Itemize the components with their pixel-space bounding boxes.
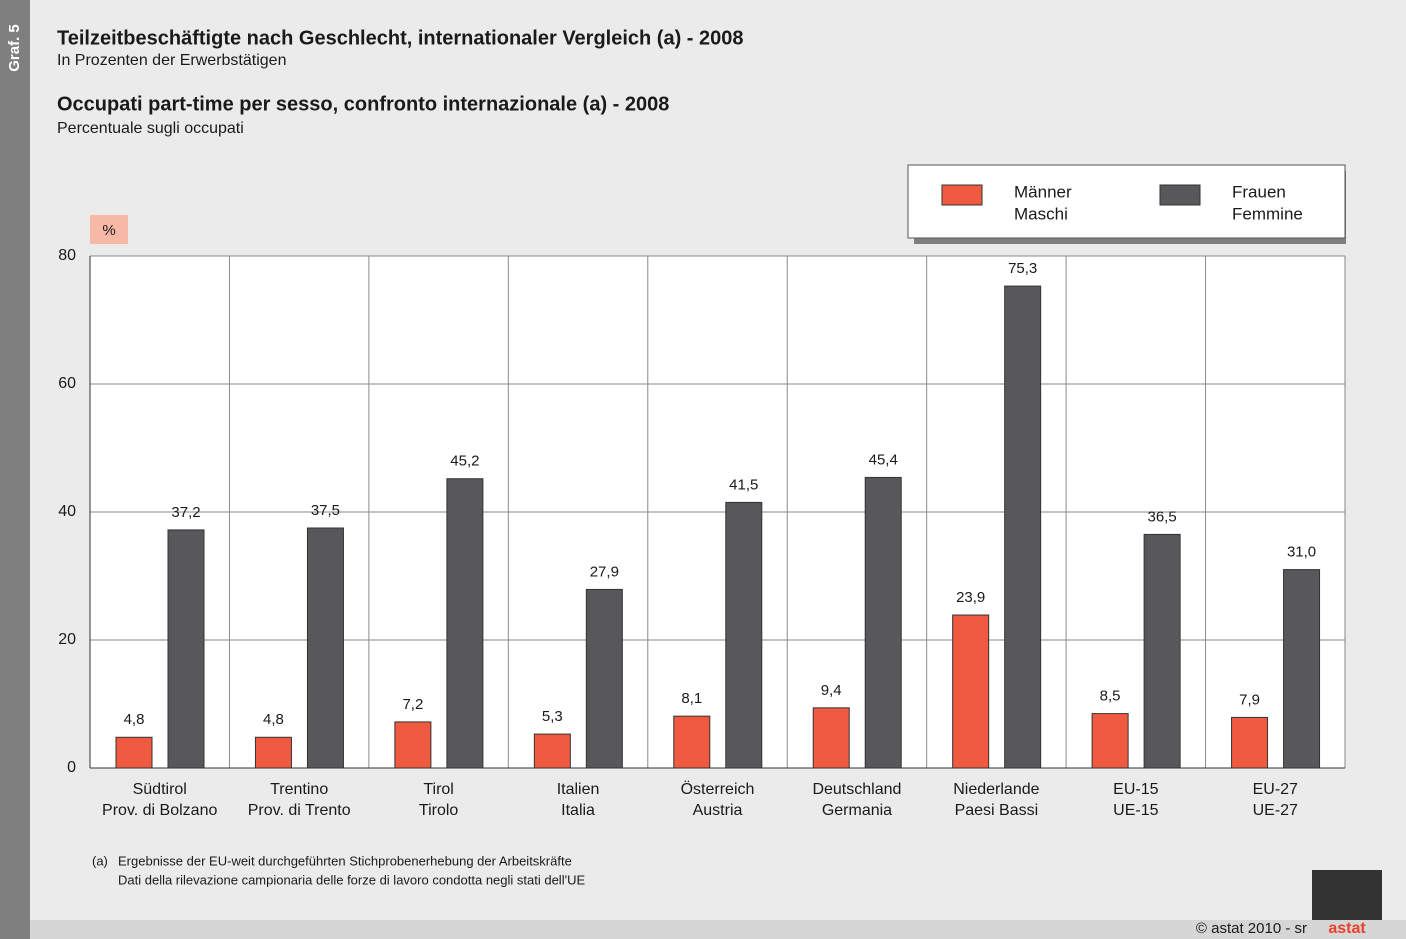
- bar: [725, 501, 763, 769]
- data-label: 31,0: [1287, 544, 1316, 561]
- x-tick-label: EU-27: [1253, 781, 1298, 798]
- bar: [585, 588, 623, 769]
- x-tick-label: UE-27: [1253, 802, 1298, 819]
- bar: [533, 733, 571, 769]
- data-label: 5,3: [542, 708, 563, 725]
- bar: [254, 736, 292, 769]
- bar: [812, 707, 850, 769]
- bar: [306, 527, 344, 769]
- sidebar: [0, 0, 30, 939]
- bar: [446, 478, 484, 769]
- data-label: 8,5: [1100, 688, 1121, 705]
- bar: [115, 736, 153, 769]
- chart-subtitle: Percentuale sugli occupati: [57, 120, 244, 137]
- data-label: 75,3: [1008, 260, 1037, 277]
- y-tick-label: 80: [58, 247, 76, 264]
- x-tick-label: Trentino: [270, 781, 328, 798]
- bar: [1091, 713, 1129, 769]
- data-label: 7,9: [1239, 691, 1260, 708]
- bar: [673, 715, 711, 769]
- footer-band: [30, 920, 1406, 939]
- legend-swatch: [941, 184, 983, 206]
- data-label: 7,2: [402, 696, 423, 713]
- y-axis-label: %: [102, 222, 115, 239]
- x-tick-label: Italien: [557, 781, 600, 798]
- data-label: 36,5: [1148, 508, 1177, 525]
- bar: [1143, 533, 1181, 769]
- y-tick-label: 60: [58, 375, 76, 392]
- data-label: 45,4: [869, 451, 898, 468]
- x-tick-label: Tirol: [423, 781, 454, 798]
- bar: [1231, 716, 1269, 769]
- bar: [394, 721, 432, 769]
- x-tick-label: Austria: [693, 802, 743, 819]
- x-tick-label: Prov. di Bolzano: [102, 802, 217, 819]
- logo: astat: [1328, 920, 1366, 937]
- logo-icon: [1312, 870, 1382, 920]
- data-label: 45,2: [450, 453, 479, 470]
- x-tick-label: Germania: [822, 802, 892, 819]
- legend-label: Männer: [1014, 182, 1072, 201]
- data-label: 27,9: [590, 563, 619, 580]
- x-tick-label: Paesi Bassi: [955, 802, 1039, 819]
- data-label: 8,1: [681, 690, 702, 707]
- x-tick-label: Südtirol: [133, 781, 187, 798]
- x-tick-label: Prov. di Trento: [248, 802, 351, 819]
- chart-subtitle: In Prozenten der Erwerbstätigen: [57, 52, 286, 69]
- side-label: Graf. 5: [6, 24, 23, 72]
- y-tick-label: 20: [58, 631, 76, 648]
- footnote: Dati della rilevazione campionaria delle…: [118, 872, 585, 887]
- footnote-marker: (a): [92, 853, 108, 868]
- data-label: 23,9: [956, 589, 985, 606]
- footnote: Ergebnisse der EU-weit durchgeführten St…: [118, 853, 572, 868]
- chart-title: Occupati part-time per sesso, confronto …: [57, 93, 669, 115]
- x-tick-label: Niederlande: [953, 781, 1039, 798]
- data-label: 9,4: [821, 682, 842, 699]
- data-label: 41,5: [729, 476, 758, 493]
- y-tick-label: 40: [58, 503, 76, 520]
- chart-title: Teilzeitbeschäftigte nach Geschlecht, in…: [57, 27, 744, 49]
- data-label: 4,8: [263, 711, 284, 728]
- x-tick-label: Österreich: [681, 780, 755, 798]
- x-tick-label: UE-15: [1113, 802, 1158, 819]
- legend-label: Frauen: [1232, 182, 1286, 201]
- data-label: 37,5: [311, 502, 340, 519]
- legend-label: Maschi: [1014, 204, 1068, 223]
- bar: [1004, 285, 1042, 769]
- data-label: 37,2: [171, 504, 200, 521]
- unit-box: [90, 215, 128, 244]
- x-tick-label: EU-15: [1113, 781, 1158, 798]
- legend-label: Femmine: [1232, 204, 1303, 223]
- x-tick-label: Deutschland: [812, 781, 901, 798]
- bar: [1283, 569, 1321, 769]
- data-label: 4,8: [124, 711, 145, 728]
- legend-swatch: [1159, 184, 1201, 206]
- copyright: © astat 2010 - sr: [1196, 920, 1307, 937]
- x-tick-label: Tirolo: [419, 802, 459, 819]
- bar: [167, 529, 205, 769]
- bar: [864, 476, 902, 769]
- bar: [952, 614, 990, 769]
- y-tick-label: 0: [67, 759, 76, 776]
- x-tick-label: Italia: [561, 802, 595, 819]
